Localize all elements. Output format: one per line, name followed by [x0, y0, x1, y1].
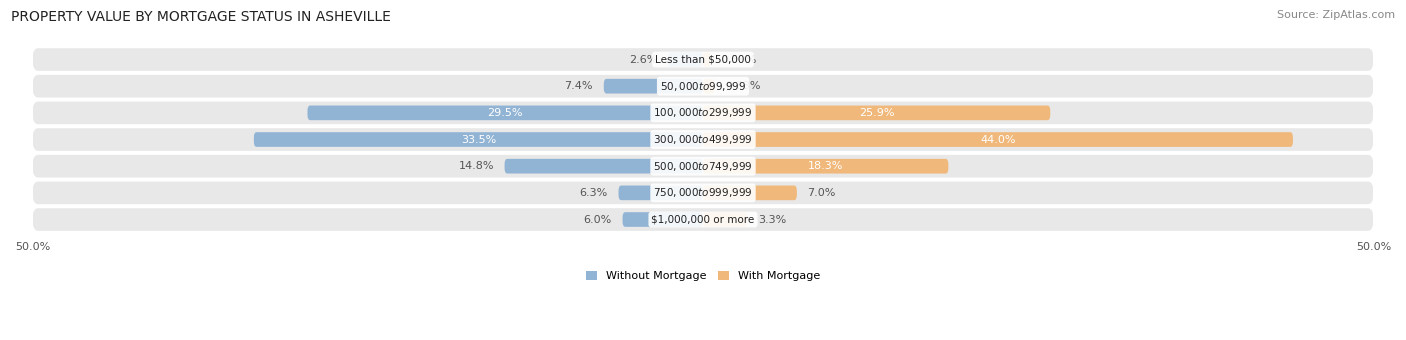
Text: 6.3%: 6.3% [579, 188, 607, 198]
FancyBboxPatch shape [619, 186, 703, 200]
Text: 44.0%: 44.0% [980, 135, 1015, 144]
FancyBboxPatch shape [32, 155, 1374, 177]
FancyBboxPatch shape [254, 132, 703, 147]
FancyBboxPatch shape [703, 212, 747, 227]
Text: $1,000,000 or more: $1,000,000 or more [651, 215, 755, 224]
Legend: Without Mortgage, With Mortgage: Without Mortgage, With Mortgage [582, 267, 824, 286]
Text: PROPERTY VALUE BY MORTGAGE STATUS IN ASHEVILLE: PROPERTY VALUE BY MORTGAGE STATUS IN ASH… [11, 10, 391, 24]
Text: 0.59%: 0.59% [721, 54, 756, 65]
FancyBboxPatch shape [703, 52, 711, 67]
FancyBboxPatch shape [703, 159, 949, 173]
FancyBboxPatch shape [703, 132, 1294, 147]
Text: 18.3%: 18.3% [808, 161, 844, 171]
Text: 33.5%: 33.5% [461, 135, 496, 144]
Text: $50,000 to $99,999: $50,000 to $99,999 [659, 80, 747, 93]
FancyBboxPatch shape [32, 128, 1374, 151]
Text: $500,000 to $749,999: $500,000 to $749,999 [654, 160, 752, 173]
FancyBboxPatch shape [32, 102, 1374, 124]
FancyBboxPatch shape [668, 52, 703, 67]
FancyBboxPatch shape [505, 159, 703, 173]
FancyBboxPatch shape [308, 105, 703, 120]
Text: Source: ZipAtlas.com: Source: ZipAtlas.com [1277, 10, 1395, 20]
FancyBboxPatch shape [703, 186, 797, 200]
FancyBboxPatch shape [32, 75, 1374, 98]
FancyBboxPatch shape [32, 182, 1374, 204]
Text: 29.5%: 29.5% [488, 108, 523, 118]
Text: 7.0%: 7.0% [807, 188, 837, 198]
Text: 0.88%: 0.88% [725, 81, 761, 91]
FancyBboxPatch shape [603, 79, 703, 94]
FancyBboxPatch shape [32, 48, 1374, 71]
FancyBboxPatch shape [32, 208, 1374, 231]
Text: $300,000 to $499,999: $300,000 to $499,999 [654, 133, 752, 146]
Text: 7.4%: 7.4% [565, 81, 593, 91]
Text: Less than $50,000: Less than $50,000 [655, 54, 751, 65]
Text: $750,000 to $999,999: $750,000 to $999,999 [654, 186, 752, 199]
FancyBboxPatch shape [623, 212, 703, 227]
Text: 2.6%: 2.6% [628, 54, 658, 65]
Text: 14.8%: 14.8% [458, 161, 494, 171]
Text: 3.3%: 3.3% [758, 215, 786, 224]
Text: $100,000 to $299,999: $100,000 to $299,999 [654, 106, 752, 119]
FancyBboxPatch shape [703, 105, 1050, 120]
Text: 6.0%: 6.0% [583, 215, 612, 224]
FancyBboxPatch shape [703, 79, 714, 94]
Text: 25.9%: 25.9% [859, 108, 894, 118]
